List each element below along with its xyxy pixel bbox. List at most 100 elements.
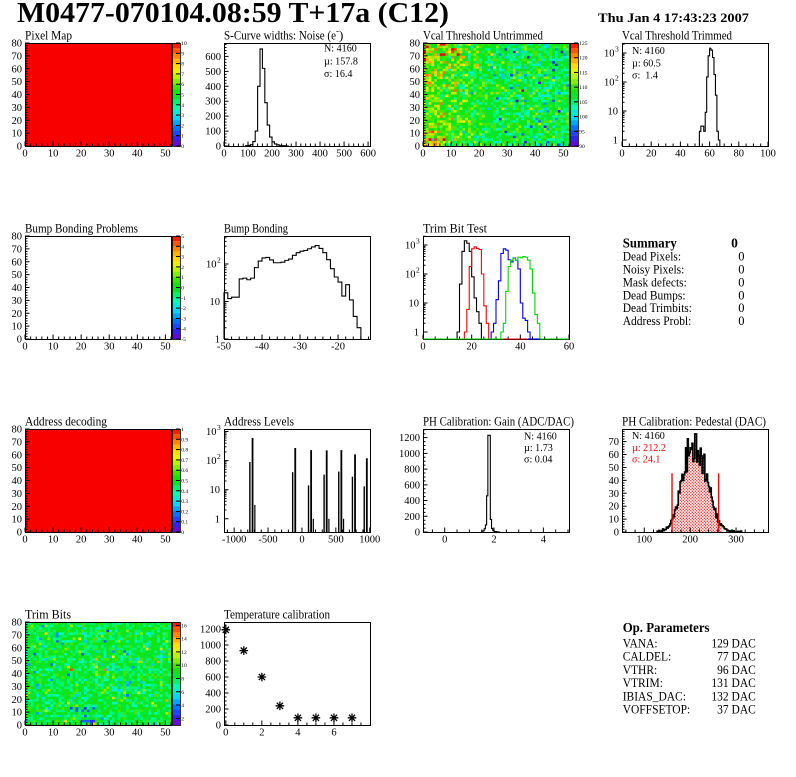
svg-text:0.1: 0.1	[181, 520, 188, 526]
svg-text:10: 10	[608, 107, 619, 118]
svg-text:70: 70	[12, 437, 23, 448]
svg-text:70: 70	[12, 630, 23, 641]
svg-text:0: 0	[442, 535, 447, 546]
svg-text:Vcal Threshold Untrimmed: Vcal Threshold Untrimmed	[423, 28, 543, 43]
svg-text:500: 500	[336, 149, 352, 160]
svg-text:0: 0	[17, 721, 22, 732]
svg-text:Trim Bits: Trim Bits	[25, 607, 71, 622]
svg-text:800: 800	[205, 656, 221, 667]
svg-text:-5: -5	[181, 337, 186, 343]
svg-text:PH Calibration: Gain (ADC/DAC): PH Calibration: Gain (ADC/DAC)	[423, 414, 574, 429]
svg-text:95: 95	[579, 129, 585, 135]
svg-text:100: 100	[240, 149, 256, 160]
svg-text:Address Levels: Address Levels	[224, 414, 294, 429]
svg-text:Address Probl:: Address Probl:	[623, 314, 692, 329]
svg-text:20: 20	[76, 342, 87, 353]
svg-text:20: 20	[466, 342, 477, 353]
svg-text:Noisy Pixels:: Noisy Pixels:	[623, 262, 685, 277]
svg-text:3: 3	[181, 113, 184, 119]
svg-text:2: 2	[181, 123, 184, 129]
svg-text:10: 10	[48, 149, 59, 160]
svg-text:4: 4	[181, 703, 184, 709]
svg-text:400: 400	[205, 688, 221, 699]
svg-text:12: 12	[181, 650, 187, 656]
svg-text:60: 60	[12, 64, 23, 75]
svg-text:Bump Bonding: Bump Bonding	[224, 221, 288, 236]
svg-text:500: 500	[205, 67, 221, 78]
svg-text:125: 125	[579, 41, 588, 47]
svg-text:40: 40	[609, 476, 620, 487]
svg-text:0: 0	[221, 149, 226, 160]
svg-text:0: 0	[619, 149, 624, 160]
svg-text:0: 0	[420, 342, 425, 353]
svg-text:40: 40	[12, 669, 23, 680]
svg-text:0: 0	[22, 535, 27, 546]
svg-text:0: 0	[22, 728, 27, 739]
svg-text:40: 40	[12, 283, 23, 294]
svg-text:10: 10	[12, 708, 23, 719]
svg-text:0: 0	[614, 528, 619, 539]
svg-text:50: 50	[12, 656, 23, 667]
svg-text:40: 40	[132, 728, 143, 739]
svg-text:0: 0	[181, 286, 184, 292]
svg-text:600: 600	[205, 52, 221, 63]
svg-text:50: 50	[160, 149, 171, 160]
svg-text:20: 20	[12, 116, 23, 127]
svg-text:80: 80	[12, 618, 23, 629]
svg-text:1200: 1200	[200, 624, 221, 635]
svg-text:60: 60	[410, 64, 421, 75]
svg-text:0.7: 0.7	[181, 458, 188, 464]
svg-text:400: 400	[312, 149, 328, 160]
svg-text:Dead Pixels:: Dead Pixels:	[623, 249, 681, 264]
svg-text:0.3: 0.3	[181, 499, 188, 505]
svg-text:40: 40	[132, 149, 143, 160]
svg-text:30: 30	[104, 728, 115, 739]
svg-text:20: 20	[12, 309, 23, 320]
svg-text:30: 30	[104, 535, 115, 546]
svg-text:10: 10	[405, 241, 416, 252]
svg-text:50: 50	[160, 342, 171, 353]
svg-text:8: 8	[181, 676, 184, 682]
svg-text:Op. Parameters: Op. Parameters	[623, 620, 710, 635]
svg-text:PH Calibration: Pedestal (DAC): PH Calibration: Pedestal (DAC)	[622, 414, 766, 429]
svg-text:300: 300	[728, 535, 744, 546]
svg-text:2: 2	[491, 535, 496, 546]
svg-text:40: 40	[515, 342, 526, 353]
svg-text:3: 3	[615, 45, 619, 54]
svg-text:30: 30	[104, 149, 115, 160]
svg-text:Vcal Threshold Trimmed: Vcal Threshold Trimmed	[622, 28, 732, 43]
svg-text:8: 8	[181, 62, 184, 68]
svg-text:300: 300	[288, 149, 304, 160]
svg-text:Address decoding: Address decoding	[25, 414, 107, 429]
svg-text:0: 0	[17, 335, 22, 346]
svg-text:200: 200	[404, 512, 420, 523]
svg-text:0: 0	[181, 530, 184, 536]
svg-text:-30: -30	[293, 342, 307, 353]
svg-text:6: 6	[181, 82, 184, 88]
svg-text:CALDEL:: CALDEL:	[623, 649, 672, 664]
svg-text:0.8: 0.8	[181, 448, 188, 454]
svg-text:µ: 60.5: µ: 60.5	[632, 58, 661, 69]
svg-text:20: 20	[609, 502, 620, 513]
svg-text:129 DAC: 129 DAC	[711, 636, 755, 651]
svg-text:50: 50	[12, 270, 23, 281]
svg-text:50: 50	[12, 77, 23, 88]
svg-text:2: 2	[181, 265, 184, 271]
svg-text:σ: 16.4: σ: 16.4	[324, 69, 353, 80]
svg-text:50: 50	[12, 463, 23, 474]
svg-text:Temperature calibration: Temperature calibration	[224, 607, 330, 622]
svg-text:Trim Bit Test: Trim Bit Test	[423, 221, 487, 236]
svg-text:5: 5	[181, 93, 184, 99]
svg-text:70: 70	[410, 51, 421, 62]
svg-text:10: 10	[48, 728, 59, 739]
svg-text:0: 0	[216, 721, 221, 732]
svg-text:40: 40	[675, 149, 686, 160]
svg-text:4: 4	[295, 728, 301, 739]
svg-text:0.9: 0.9	[181, 437, 188, 443]
svg-text:20: 20	[474, 149, 485, 160]
svg-text:1200: 1200	[399, 433, 420, 444]
svg-text:20: 20	[646, 149, 657, 160]
svg-text:0: 0	[22, 342, 27, 353]
svg-text:20: 20	[410, 116, 421, 127]
svg-text:0: 0	[420, 149, 425, 160]
